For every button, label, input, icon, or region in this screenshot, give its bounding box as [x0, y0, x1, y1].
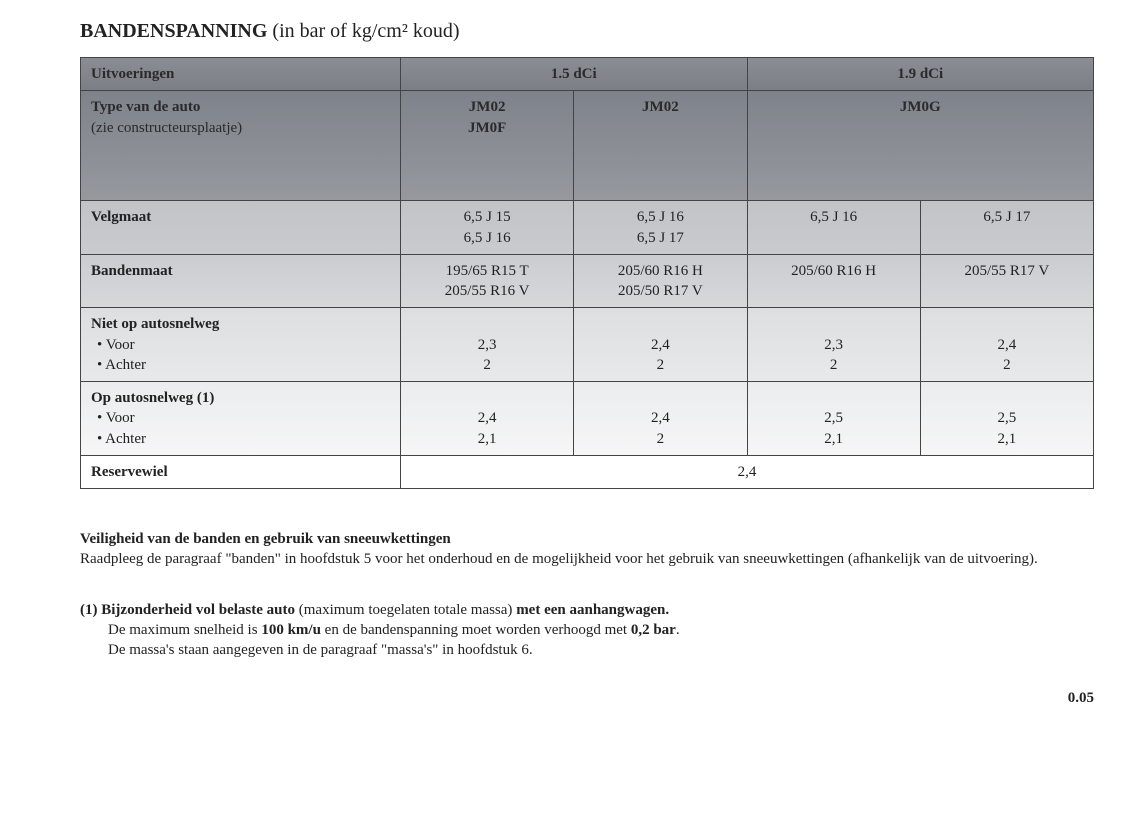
header-engine-2: 1.9 dCi — [747, 58, 1094, 91]
page-number: 0.05 — [80, 690, 1094, 707]
title-main: BANDENSPANNING — [80, 20, 267, 42]
header-type-label: Type van de auto (zie constructeursplaat… — [81, 91, 401, 201]
header-engine-1: 1.5 dCi — [401, 58, 748, 91]
cell: 2,4 — [401, 455, 1094, 488]
safety-paragraph: Raadpleeg de paragraaf "banden" in hoofd… — [80, 549, 1094, 569]
cell: 6,5 J 17 — [920, 201, 1093, 255]
safety-section: Veiligheid van de banden en gebruik van … — [80, 529, 1094, 570]
footnote-line-3: De massa's staan aangegeven in de paragr… — [80, 640, 1094, 660]
type-col-1: JM02 JM0F — [401, 91, 574, 201]
footnote-line-2: De maximum snelheid is 100 km/u en de ba… — [80, 620, 1094, 640]
type-label-bold: Type van de auto — [91, 99, 200, 115]
row-label-bandenmaat: Bandenmaat — [81, 254, 401, 308]
cell: 2,42,1 — [401, 382, 574, 456]
footnote: (1) Bijzonderheid vol belaste auto (maxi… — [80, 600, 1094, 661]
safety-heading: Veiligheid van de banden en gebruik van … — [80, 529, 1094, 549]
table-row: Op autosnelweg (1) • Voor • Achter 2,42,… — [81, 382, 1094, 456]
type-col-2: JM02 — [574, 91, 747, 201]
cell: 195/65 R15 T205/55 R16 V — [401, 254, 574, 308]
page-title: BANDENSPANNING (in bar of kg/cm² koud) — [80, 20, 1094, 43]
cell: 6,5 J 166,5 J 17 — [574, 201, 747, 255]
cell: 205/60 R16 H — [747, 254, 920, 308]
table-row: Uitvoeringen 1.5 dCi 1.9 dCi — [81, 58, 1094, 91]
type-col-3: JM0G — [747, 91, 1094, 201]
tyre-pressure-table: Uitvoeringen 1.5 dCi 1.9 dCi Type van de… — [80, 57, 1094, 489]
row-label-niet-autosnelweg: Niet op autosnelweg • Voor • Achter — [81, 308, 401, 382]
table-row: Velgmaat 6,5 J 156,5 J 16 6,5 J 166,5 J … — [81, 201, 1094, 255]
cell: 2,52,1 — [747, 382, 920, 456]
table-row: Niet op autosnelweg • Voor • Achter 2,32… — [81, 308, 1094, 382]
table-row: Reservewiel 2,4 — [81, 455, 1094, 488]
footnote-line-1: (1) Bijzonderheid vol belaste auto (maxi… — [80, 600, 1094, 620]
table-row: Type van de auto (zie constructeursplaat… — [81, 91, 1094, 201]
cell: 2,42 — [920, 308, 1093, 382]
type-label-sub: (zie constructeursplaatje) — [91, 120, 242, 136]
cell: 2,42 — [574, 308, 747, 382]
row-label-reservewiel: Reservewiel — [81, 455, 401, 488]
cell: 205/60 R16 H205/50 R17 V — [574, 254, 747, 308]
cell: 205/55 R17 V — [920, 254, 1093, 308]
cell: 2,32 — [747, 308, 920, 382]
cell: 2,42 — [574, 382, 747, 456]
cell: 2,52,1 — [920, 382, 1093, 456]
header-uitvoeringen: Uitvoeringen — [81, 58, 401, 91]
row-label-op-autosnelweg: Op autosnelweg (1) • Voor • Achter — [81, 382, 401, 456]
table-row: Bandenmaat 195/65 R15 T205/55 R16 V 205/… — [81, 254, 1094, 308]
cell: 6,5 J 156,5 J 16 — [401, 201, 574, 255]
row-label-velgmaat: Velgmaat — [81, 201, 401, 255]
cell: 2,32 — [401, 308, 574, 382]
title-paren: (in bar of kg/cm² koud) — [272, 20, 459, 42]
cell: 6,5 J 16 — [747, 201, 920, 255]
